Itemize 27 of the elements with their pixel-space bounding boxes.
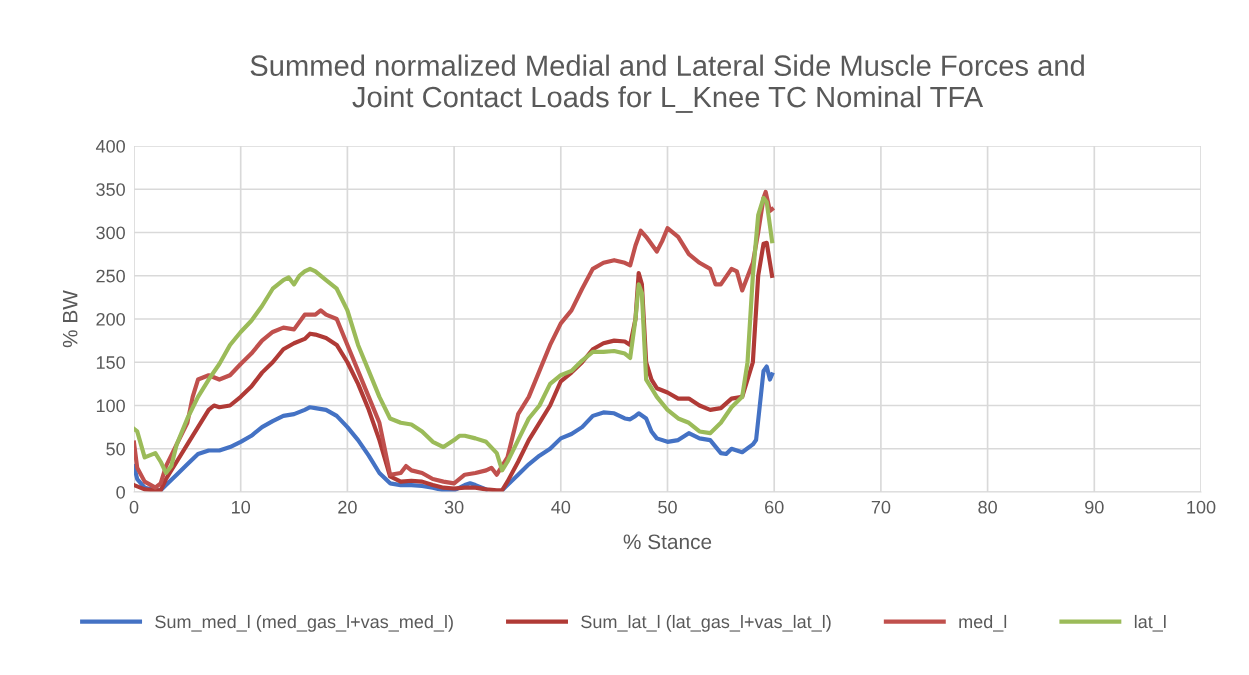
x-tick-label: 90	[1085, 500, 1104, 514]
y-tick-label: 400	[95, 139, 125, 153]
x-tick-label: 80	[978, 500, 997, 514]
x-tick-label: 30	[444, 500, 464, 514]
x-tick-label: 0	[129, 500, 139, 514]
x-tick-label: 70	[871, 500, 891, 514]
y-tick-label: 300	[96, 226, 125, 240]
x-tick-label: 40	[551, 500, 571, 514]
chart-title: Summed normalized Medial and Lateral Side Muscle Forces and Joint Contact Loads for L_Knee TC Nominal TFA	[250, 54, 1084, 113]
y-tick-label: 250	[96, 269, 125, 283]
x-tick-label: 100	[1187, 500, 1216, 514]
y-tick-label: 50	[106, 442, 125, 456]
x-tick-label: 20	[338, 500, 357, 514]
y-tick-label: 0	[116, 485, 125, 499]
x-tick-label: 10	[232, 500, 251, 514]
legend-label: med_l	[959, 614, 1007, 632]
y-axis-title: % BW	[62, 290, 78, 348]
y-tick-label: 350	[96, 183, 125, 196]
y-tick-label: 200	[96, 312, 125, 326]
x-tick-label: 50	[658, 500, 677, 514]
legend-label: Sum_med_l (med_gas_l+vas_med_l)	[155, 614, 453, 632]
x-tick-label: 60	[765, 500, 784, 514]
legend-label: Sum_lat_l (lat_gas_l+vas_lat_l)	[581, 614, 831, 632]
y-tick-label: 150	[96, 356, 125, 369]
x-axis-title: % Stance	[623, 534, 712, 550]
legend-label: lat_l	[1134, 614, 1166, 632]
y-tick-label: 100	[96, 399, 125, 413]
